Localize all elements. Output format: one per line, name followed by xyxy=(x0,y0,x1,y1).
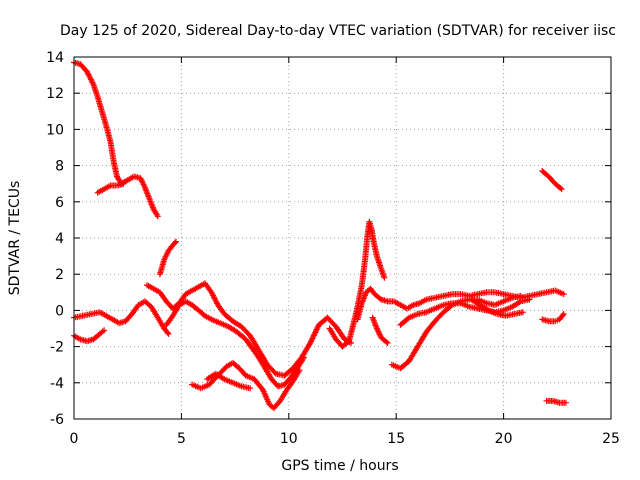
y-tick-label: -6 xyxy=(50,412,64,428)
y-tick-label: 10 xyxy=(46,122,64,138)
y-tick-label: -2 xyxy=(50,340,64,356)
data-marks xyxy=(144,280,355,379)
y-tick-label: 2 xyxy=(55,267,64,283)
data-marks xyxy=(204,370,254,392)
x-tick-label: 5 xyxy=(177,431,186,447)
x-tick-label: 10 xyxy=(280,431,298,447)
data-marks xyxy=(326,218,388,350)
series-layer xyxy=(71,59,569,412)
data-marks xyxy=(539,168,565,193)
x-axis-label: GPS time / hours xyxy=(281,458,398,474)
y-tick-label: 8 xyxy=(55,159,64,175)
data-marks xyxy=(189,359,303,412)
y-axis-label: SDTVAR / TECUs xyxy=(7,181,23,296)
data-marks xyxy=(71,327,108,345)
data-marks xyxy=(71,298,172,337)
axis-ticks: 0 5 10 15 20 25 -6 -4 -2 0 2 4 6 8 10 12 14 xyxy=(46,50,620,447)
series-track-7 xyxy=(163,298,307,390)
series-track-4 xyxy=(71,327,108,345)
series-track-16 xyxy=(539,168,565,193)
y-tick-label: 0 xyxy=(55,303,64,319)
data-marks xyxy=(94,180,127,196)
series-track-6 xyxy=(144,280,355,379)
data-marks xyxy=(388,292,524,372)
series-track-12 xyxy=(369,314,391,346)
y-tick-label: -4 xyxy=(50,376,64,392)
data-marks xyxy=(539,311,567,325)
data-marks xyxy=(163,298,307,390)
data-marks xyxy=(468,296,526,319)
y-tick-label: 14 xyxy=(46,50,64,66)
series-track-5 xyxy=(71,298,172,337)
y-tick-label: 12 xyxy=(46,86,64,102)
x-tick-label: 25 xyxy=(602,431,620,447)
series-track-1 xyxy=(71,59,161,220)
series-track-2 xyxy=(94,180,127,196)
series-track-8 xyxy=(189,359,303,412)
series-track-13 xyxy=(388,292,524,372)
series-track-3 xyxy=(156,238,179,278)
data-marks xyxy=(156,238,179,278)
data-marks xyxy=(71,59,161,220)
series-track-18 xyxy=(543,397,569,406)
data-marks xyxy=(543,397,569,406)
series-track-17 xyxy=(539,311,567,325)
data-marks xyxy=(369,314,391,346)
grid-lines xyxy=(74,57,611,419)
y-tick-label: 4 xyxy=(55,231,64,247)
x-tick-label: 15 xyxy=(387,431,405,447)
x-tick-label: 20 xyxy=(495,431,513,447)
x-tick-label: 0 xyxy=(70,431,79,447)
series-track-10 xyxy=(326,218,388,350)
y-tick-label: 6 xyxy=(55,195,64,211)
chart-title: Day 125 of 2020, Sidereal Day-to-day VTE… xyxy=(60,23,616,39)
series-track-9 xyxy=(204,370,254,392)
series-track-15 xyxy=(468,296,526,319)
